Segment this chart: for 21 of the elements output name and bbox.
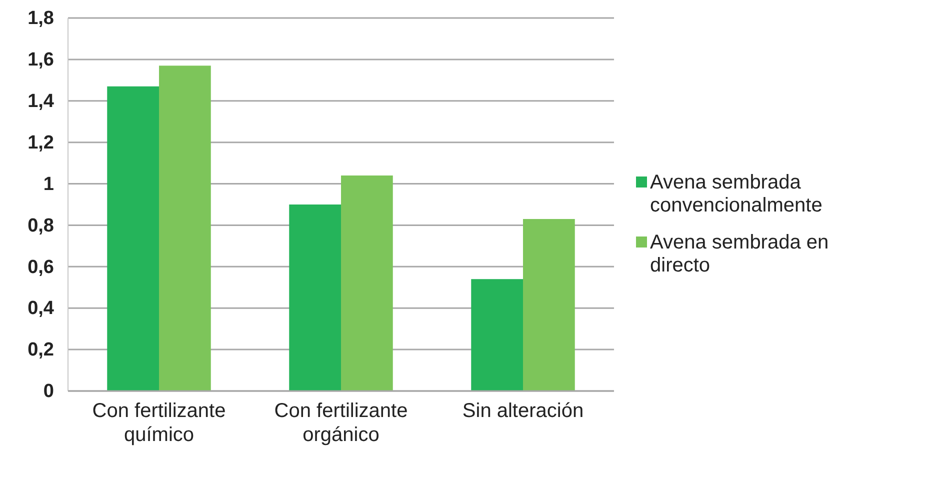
bar [341,175,393,391]
bar [107,86,159,391]
bar [523,219,575,391]
y-tick-label: 1,2 [28,132,54,154]
legend-label: Avena sembrada convencionalmente [650,172,822,216]
bar [159,66,211,391]
y-tick-label: 0,6 [28,256,54,278]
y-tick-label: 0,2 [28,340,54,361]
y-tick-label: 1,8 [28,8,54,30]
y-tick-label: 0,8 [28,215,54,236]
y-tick-label: 1 [43,174,54,195]
y-tick-label: 1,4 [28,90,54,112]
y-tick-label: 0 [43,381,54,402]
x-tick-label: Sin alteración [462,400,584,422]
legend-label: Avena sembrada en directo [650,232,829,276]
bar [289,204,341,391]
bar [471,279,523,391]
y-tick-label: 1,6 [28,50,54,71]
x-tick-label: Con fertilizante químico [92,400,226,446]
x-tick-label: Con fertilizante orgánico [274,400,408,446]
y-tick-label: 0,4 [28,298,54,320]
